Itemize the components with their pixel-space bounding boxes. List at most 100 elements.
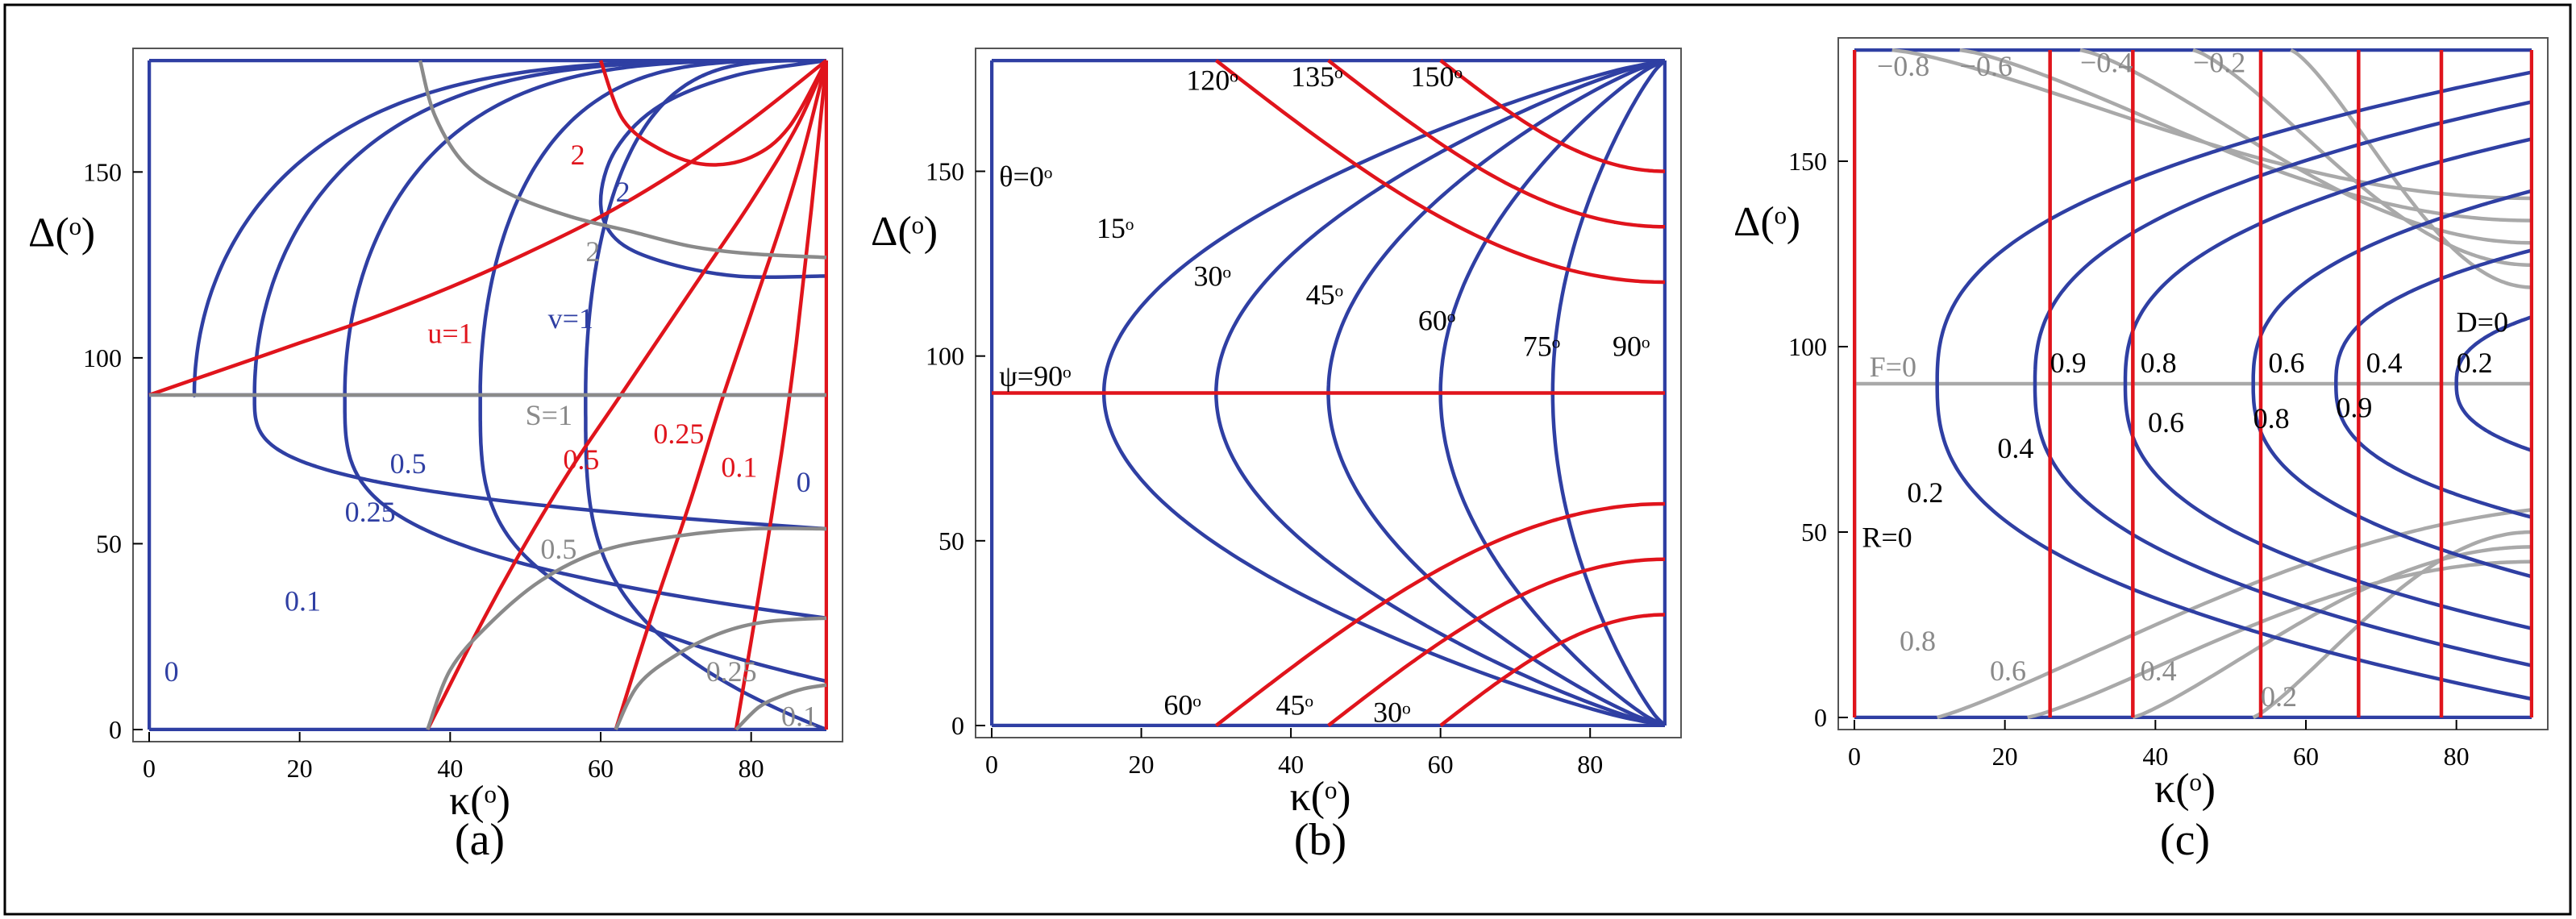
curve-annotation: 0.4 [2366,347,2403,379]
curve-annotation: 0.1 [721,451,757,483]
x-tick-label: 60 [588,754,614,783]
curve-annotation: 0.4 [2141,655,2177,687]
curve-annotation: 120ᵒ [1186,64,1238,97]
f-curve [2079,48,2532,245]
plot-curves [1853,48,2533,719]
psi-curve [1439,613,1666,727]
x-tick-label: 0 [1848,742,1861,771]
x-tick-label: 40 [2142,742,2168,771]
f-curve [2132,545,2532,719]
curve-annotation: 75ᵒ [1523,331,1560,363]
curve-annotation: −0.2 [2193,47,2245,79]
curve-annotation: 0.6 [2268,347,2304,379]
panel-b: 0 20 40 60 80 0 50 100 150 κ(ᵒ) Δ(ᵒ) (b) 120ᵒ 135ᵒ 150… [871,48,1682,865]
curve-annotation: 45ᵒ [1276,688,1313,721]
y-tick-label: 50 [96,529,122,558]
curve-annotation: 150ᵒ [1411,60,1463,93]
plot-area-border [132,48,843,742]
curve-annotation: 0.6 [2148,406,2184,439]
plot-curves [148,59,828,731]
curve-annotation: 0.4 [1997,432,2033,464]
curve-annotation: 0.25 [706,655,757,688]
curve-annotation: u=1 [427,317,472,349]
curve-annotation: −0.8 [1877,50,1929,82]
curve-annotation: 0.6 [1990,655,2026,687]
x-tick-label: 20 [287,754,313,783]
x-tick-label: 0 [143,754,156,783]
curve-annotation: 90ᵒ [1613,331,1650,363]
curve-annotation: 2 [585,235,600,268]
y-axis-title: Δ(ᵒ) [871,209,938,255]
curve-annotation: 0.5 [540,533,576,565]
y-tick-label: 0 [951,711,964,740]
curve-annotation: 0.25 [653,418,704,450]
d-curve [1935,69,2533,701]
curve-annotation: v=1 [548,302,593,335]
psi-curve [1327,59,1666,229]
u-curve [148,59,828,397]
curve-annotation: S=1 [526,399,572,431]
x-axis-title: κ(ᵒ) [449,778,510,824]
y-axis-title: Δ(ᵒ) [1733,199,1800,245]
curve-annotation: ψ=90ᵒ [999,360,1071,392]
figure-frame [3,3,2572,916]
curve-annotation: −0.6 [1960,50,2012,82]
x-tick-label: 60 [2293,742,2319,771]
panel-label: (b) [1294,815,1346,865]
curve-annotation: 0.9 [2336,391,2372,423]
f-curve [2192,48,2532,268]
y-tick-label: 50 [1801,518,1827,547]
panel-c: 0 20 40 60 80 0 50 100 150 κ(ᵒ) Δ(ᵒ) (c) −0.8 −0.6 −0.… [1733,37,2549,865]
curve-annotation: 30ᵒ [1194,260,1231,293]
curve-annotation: 0.2 [2261,680,2297,713]
x-tick-label: 40 [1278,750,1304,779]
curve-annotation: 60ᵒ [1163,688,1201,721]
curve-annotation: 2 [616,176,630,208]
curve-annotation: 15ᵒ [1097,212,1134,244]
y-tick-label: 100 [1788,332,1827,361]
u-curve [598,59,828,167]
x-tick-label: 40 [437,754,463,783]
plot-area-border [975,48,1682,738]
x-axis-title: κ(ᵒ) [2154,766,2216,812]
curve-annotation: 135ᵒ [1291,60,1342,93]
f-curve [2252,530,2532,719]
psi-curve [1327,557,1666,727]
y-tick-label: 100 [83,343,122,372]
y-tick-label: 150 [926,157,964,186]
curve-annotation: 0.1 [781,700,818,732]
plot-curves [990,59,1667,727]
f-curve [1937,508,2532,719]
x-axis-title: κ(ᵒ) [1290,774,1351,820]
plot-area-border [1837,37,2549,730]
curve-annotation: R=0 [1862,521,1912,553]
curve-annotation: 0.5 [563,443,599,476]
x-tick-label: 60 [1428,750,1454,779]
curve-annotation: 0.2 [2457,347,2493,379]
curve-annotation: 0.8 [2141,347,2177,379]
curve-annotation: θ=0ᵒ [999,160,1052,193]
v-curve [343,59,827,620]
f-curve [2027,559,2532,719]
x-tick-label: 80 [1577,750,1603,779]
s-curve [418,60,827,260]
curve-annotation: F=0 [1870,351,1916,383]
curve-annotation: 0.2 [1907,476,1943,509]
u-curve [614,60,828,730]
d-curve [2334,247,2533,520]
s-curve [426,526,827,730]
y-tick-label: 150 [83,157,122,186]
y-tick-label: 0 [109,715,122,744]
y-tick-label: 0 [1814,703,1827,732]
u-curve [426,60,828,731]
d-curve [2033,99,2533,668]
panel-label: (a) [455,815,505,865]
x-tick-label: 20 [1129,750,1155,779]
d-curve [2123,136,2533,631]
curve-annotation: 0 [797,466,811,498]
y-tick-label: 100 [926,342,964,371]
d-curve [2251,189,2533,579]
y-tick-label: 150 [1788,147,1827,176]
x-tick-label: 0 [985,750,998,779]
